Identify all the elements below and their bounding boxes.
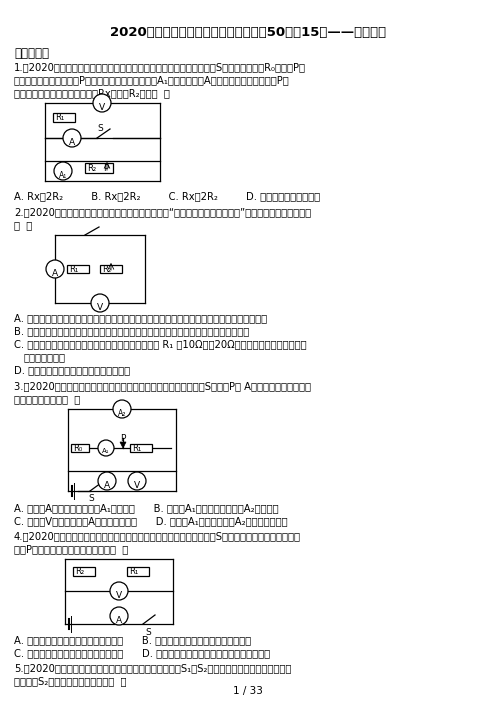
Text: R₂: R₂ xyxy=(87,164,96,173)
Circle shape xyxy=(46,260,64,278)
Text: R₁: R₁ xyxy=(132,444,141,453)
Circle shape xyxy=(91,294,109,312)
Text: A: A xyxy=(116,616,122,625)
Text: A₁: A₁ xyxy=(59,171,67,180)
Circle shape xyxy=(98,440,114,456)
Text: 5.（2020大连模拟）如图所示，电源电压不变，闭合开关S₁、S₂，电流表和电压表均有示数，若: 5.（2020大连模拟）如图所示，电源电压不变，闭合开关S₁、S₂，电流表和电压… xyxy=(14,663,291,673)
Text: R₀: R₀ xyxy=(73,444,82,453)
Text: A. 实验开始时，滑动变阳器的滑片处于最大值端，作用是使电路中的电流最小，可以保护电路: A. 实验开始时，滑动变阳器的滑片处于最大值端，作用是使电路中的电流最小，可以保… xyxy=(14,313,267,323)
FancyBboxPatch shape xyxy=(73,567,95,576)
Text: B. 探究通过导体的电流与导体两端电压关系时，可调节滑片，使电压表的示数产生变化: B. 探究通过导体的电流与导体两端电压关系时，可调节滑片，使电压表的示数产生变化 xyxy=(14,326,249,336)
FancyBboxPatch shape xyxy=(85,163,113,173)
Circle shape xyxy=(54,162,72,180)
Text: A₂: A₂ xyxy=(118,409,126,418)
Text: S: S xyxy=(88,494,94,503)
Text: V: V xyxy=(99,103,105,112)
Text: 断开开关S₂，则下列说法正确的是（  ）: 断开开关S₂，则下列说法正确的是（ ） xyxy=(14,676,126,686)
FancyBboxPatch shape xyxy=(67,265,89,273)
Text: A. 电流表A示数变大，电流表A₁示数不变      B. 电压表A₁示数不变，电流表A₂示数变小: A. 电流表A示数变大，电流表A₁示数不变 B. 电压表A₁示数不变，电流表A₂… xyxy=(14,503,279,513)
FancyBboxPatch shape xyxy=(127,567,149,576)
Circle shape xyxy=(93,94,111,112)
Text: 2020年全国各地物理中考模拟试题精鍩50题（15）——欧姆定律: 2020年全国各地物理中考模拟试题精鍩50题（15）——欧姆定律 xyxy=(110,26,386,39)
Text: A: A xyxy=(69,138,75,147)
Circle shape xyxy=(113,400,131,418)
FancyBboxPatch shape xyxy=(130,444,152,452)
Text: A: A xyxy=(52,269,58,278)
Circle shape xyxy=(63,129,81,147)
Text: 电压表示数不变: 电压表示数不变 xyxy=(23,352,65,362)
Text: V: V xyxy=(97,303,103,312)
FancyBboxPatch shape xyxy=(100,265,122,273)
Polygon shape xyxy=(120,442,126,448)
Text: 中点向右端移动。当滑片P移至右端，为使此时电流表A₁示数与电流表A示数的比值，跟原先滑片P置: 中点向右端移动。当滑片P移至右端，为使此时电流表A₁示数与电流表A示数的比值，跟… xyxy=(14,75,290,85)
Text: （  ）: （ ） xyxy=(14,220,32,230)
Text: R₂: R₂ xyxy=(75,567,84,576)
Text: R₁: R₁ xyxy=(69,265,78,274)
Text: R₁: R₁ xyxy=(55,113,64,122)
Text: P: P xyxy=(103,164,108,173)
Text: 3.（2020陕西模拟）如图所示的电路中，电源电压不变，闭合开关S，滑片P从 A点向右移动的过程中，: 3.（2020陕西模拟）如图所示的电路中，电源电压不变，闭合开关S，滑片P从 A… xyxy=(14,381,311,391)
Text: 1 / 33: 1 / 33 xyxy=(233,686,263,696)
Text: V: V xyxy=(116,591,122,600)
Text: A. 电压表的示数变大，电流表示数变大      B. 电压表的示数变小，电流表示数变大: A. 电压表的示数变大，电流表示数变大 B. 电压表的示数变小，电流表示数变大 xyxy=(14,635,251,645)
Text: R₂: R₂ xyxy=(102,265,111,274)
Text: A₁: A₁ xyxy=(102,448,110,454)
Circle shape xyxy=(110,582,128,600)
Text: S: S xyxy=(145,628,151,637)
Text: 于中点时的比值一致，常用电阔Rx来替换R₂。则（  ）: 于中点时的比值一致，常用电阔Rx来替换R₂。则（ ） xyxy=(14,88,170,98)
Circle shape xyxy=(110,607,128,625)
Text: 2.（2020陕西模拟）某同学利用如图所示的电路探究“电流与电压、电阔的关系”，下列有关说法错误的是: 2.（2020陕西模拟）某同学利用如图所示的电路探究“电流与电压、电阔的关系”，… xyxy=(14,207,311,217)
FancyBboxPatch shape xyxy=(71,444,89,452)
Text: 1.（2020长春模拟）如图所示的电路中，电源电压保持不变，闭合开关S后，滑动变阳器R₀的滑片P由: 1.（2020长春模拟）如图所示的电路中，电源电压保持不变，闭合开关S后，滑动变… xyxy=(14,62,306,72)
Circle shape xyxy=(98,472,116,490)
Text: 滑片P向左滑动，下列说法正确的是（  ）: 滑片P向左滑动，下列说法正确的是（ ） xyxy=(14,544,128,554)
Text: C. 电流表V示数与电流表A示数的乘积变大      D. 电压表A₁示数与电流表A₂示数的比值变小: C. 电流表V示数与电流表A示数的乘积变大 D. 电压表A₁示数与电流表A₂示数… xyxy=(14,516,288,526)
FancyBboxPatch shape xyxy=(53,113,75,122)
Text: P: P xyxy=(120,434,125,443)
Text: D. 实验中，多次测量是为了减小实验误差: D. 实验中，多次测量是为了减小实验误差 xyxy=(14,365,130,375)
Text: V: V xyxy=(134,481,140,490)
Text: 下列说法正确的是（  ）: 下列说法正确的是（ ） xyxy=(14,394,80,404)
Text: S: S xyxy=(97,124,103,133)
Text: C. 在探究通过导体的电流与导体的电阔关系时，当将 R₁ 甁10Ω换戕20Ω时，应将滑片向右移动，使: C. 在探究通过导体的电流与导体的电阔关系时，当将 R₁ 甁10Ω换戕20Ω时，… xyxy=(14,339,307,349)
Text: A: A xyxy=(104,481,110,490)
Circle shape xyxy=(128,472,146,490)
Text: 一、单选题: 一、单选题 xyxy=(14,47,49,60)
Text: A. Rx＜2R₂         B. Rx＞2R₂         C. Rx＝2R₂         D. 以上三种情况都有可能: A. Rx＜2R₂ B. Rx＞2R₂ C. Rx＝2R₂ D. 以上三种情况都… xyxy=(14,191,320,201)
Text: 4.（2020中山模拟）如图所示的电路中，电源两端电压保持不变。断开S闭合后，如果将滑动变阳器的: 4.（2020中山模拟）如图所示的电路中，电源两端电压保持不变。断开S闭合后，如… xyxy=(14,531,301,541)
Text: R₁: R₁ xyxy=(129,567,138,576)
Text: C. 电压表的示数变大，电流表示数变小      D. 电压表和电流表均有示数，电流表示数变小: C. 电压表的示数变大，电流表示数变小 D. 电压表和电流表均有示数，电流表示数… xyxy=(14,648,270,658)
